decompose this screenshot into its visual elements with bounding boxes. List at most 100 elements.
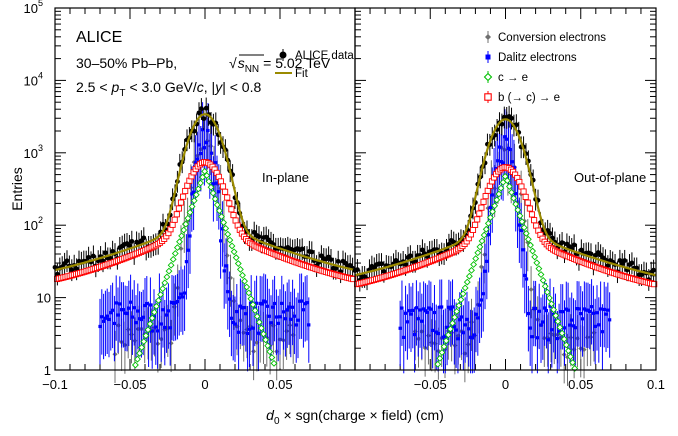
dalitz-point xyxy=(420,319,424,323)
dalitz-point xyxy=(159,322,163,326)
dalitz-point xyxy=(111,308,115,312)
c-to-e-point xyxy=(518,218,526,226)
dalitz-point xyxy=(422,307,426,311)
b-to-e-point xyxy=(175,205,182,212)
dalitz-point xyxy=(258,301,262,306)
c-to-e-point xyxy=(476,243,484,251)
y-tick-label: 102 xyxy=(24,215,43,233)
dalitz-point xyxy=(256,331,260,335)
dalitz-point xyxy=(289,317,293,321)
b-to-e-point xyxy=(169,221,176,228)
dalitz-point xyxy=(514,191,518,196)
c-to-e-point xyxy=(155,297,162,304)
dalitz-point xyxy=(224,264,228,268)
c-to-e-point xyxy=(562,341,570,349)
dalitz-point xyxy=(161,308,165,312)
c-to-e-point xyxy=(505,183,513,190)
c-to-e-point xyxy=(178,232,186,240)
conversion-point xyxy=(112,351,118,357)
dalitz-point xyxy=(141,315,145,319)
dalitz-point xyxy=(273,301,277,306)
legend-c-marker xyxy=(483,72,493,82)
dalitz-point xyxy=(454,328,458,332)
b-to-e-point xyxy=(217,178,224,185)
dalitz-point xyxy=(166,309,170,313)
pt-low: 2.5 < xyxy=(76,79,108,95)
dalitz-point xyxy=(429,307,433,311)
dalitz-point xyxy=(307,323,311,327)
data-point xyxy=(420,247,425,253)
data-point xyxy=(379,261,384,267)
data-point xyxy=(160,221,166,227)
b-to-e-point xyxy=(171,216,178,223)
dalitz-point xyxy=(165,313,169,317)
dalitz-point xyxy=(564,307,568,311)
dalitz-point xyxy=(416,317,420,321)
c-to-e-point xyxy=(211,195,219,203)
dalitz-point xyxy=(156,329,160,333)
svg-text:√sNN= 5.02 TeV: √sNN = 5.02 TeV xyxy=(229,55,331,75)
legend-fit-label: Fit xyxy=(295,68,309,80)
dalitz-point xyxy=(283,317,287,321)
dalitz-point xyxy=(468,335,473,339)
dalitz-point xyxy=(301,308,305,312)
c-to-e-point xyxy=(508,188,515,196)
c-to-e-point xyxy=(446,325,454,333)
c-to-e-point xyxy=(163,273,171,281)
c-to-e-point xyxy=(182,220,190,228)
dalitz-point xyxy=(222,269,226,273)
b-to-e-point xyxy=(219,183,227,190)
y-tick-label: 105 xyxy=(24,0,43,16)
data-point xyxy=(559,240,565,246)
c-to-e-point xyxy=(215,207,223,215)
c-to-e-point xyxy=(539,276,547,284)
energy-value: = 5.02 TeV xyxy=(263,55,331,71)
legend-b-label: b (→ c) → e xyxy=(498,92,560,104)
dalitz-point xyxy=(193,161,197,165)
c-to-e-point xyxy=(268,354,276,361)
x-tick-label: 0 xyxy=(201,377,208,392)
c-to-e-point xyxy=(451,313,459,321)
data-point xyxy=(64,258,70,264)
dalitz-point xyxy=(247,327,251,331)
c-to-e-point xyxy=(468,266,475,274)
dalitz-point xyxy=(571,324,576,328)
dalitz-point xyxy=(579,312,583,316)
dalitz-point xyxy=(150,329,154,333)
dalitz-point xyxy=(210,151,214,155)
data-point xyxy=(69,267,75,273)
dalitz-point xyxy=(132,306,136,310)
dalitz-point xyxy=(474,312,478,316)
data-point xyxy=(355,267,360,273)
dalitz-point xyxy=(588,309,592,314)
c-to-e-point xyxy=(436,354,444,362)
c-to-e-point xyxy=(495,190,503,198)
c-to-e-point xyxy=(201,167,209,175)
pt-symbol: p xyxy=(111,79,120,95)
system-label: 30–50% Pb–Pb, √sNN = 5.02 TeV xyxy=(76,54,331,75)
dalitz-point xyxy=(211,182,215,186)
dalitz-point xyxy=(265,304,269,308)
c-to-e-point xyxy=(484,219,492,227)
data-point xyxy=(381,269,387,274)
dalitz-point xyxy=(467,327,471,331)
dalitz-point xyxy=(107,317,111,322)
y-axis-title: Entries xyxy=(9,167,25,211)
dalitz-point xyxy=(278,315,282,319)
b-to-e-point xyxy=(177,199,185,206)
c-to-e-point xyxy=(487,214,494,221)
b-to-e-point xyxy=(478,204,485,211)
b-to-e-point xyxy=(472,221,479,228)
y-tick-label: 104 xyxy=(24,70,43,88)
dalitz-point xyxy=(274,315,278,319)
dalitz-point xyxy=(432,310,437,315)
dalitz-point xyxy=(582,307,586,311)
conversion-point xyxy=(478,264,484,270)
x-axis-rest: × sgn(charge × field) (cm) xyxy=(284,407,444,423)
data-point xyxy=(407,253,413,259)
dalitz-point xyxy=(246,331,250,336)
legend-b-marker xyxy=(484,93,492,101)
dalitz-point xyxy=(593,324,597,328)
dalitz-point xyxy=(539,323,543,327)
dalitz-point xyxy=(414,306,419,310)
